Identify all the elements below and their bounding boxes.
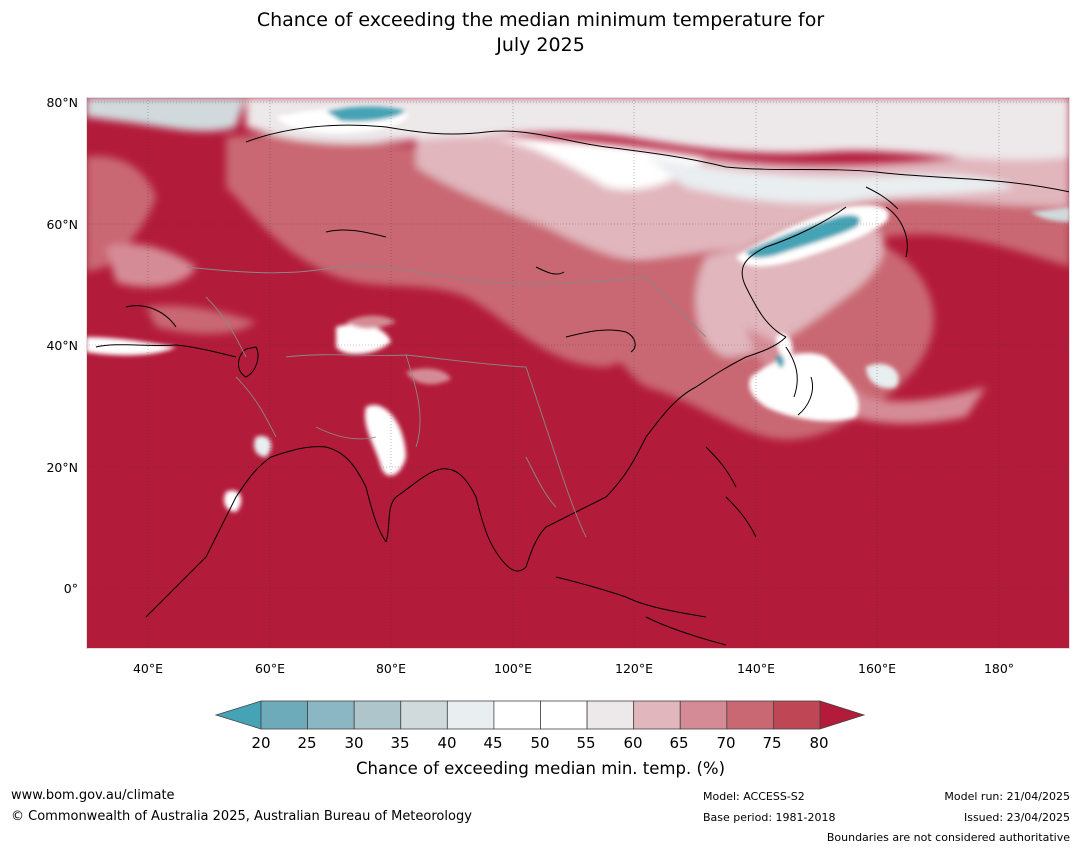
colorbar-upper-extension	[819, 700, 866, 730]
colorbar-tick-label: 30	[344, 734, 364, 752]
colorbar-cell	[493, 700, 541, 730]
colorbar-cell	[773, 700, 821, 730]
colorbar-cells	[260, 700, 821, 730]
near-median-pacific	[749, 333, 899, 422]
colorbar-lower-extension	[214, 700, 262, 730]
colorbar-cell	[540, 700, 588, 730]
model-text: Model: ACCESS-S2	[703, 790, 805, 803]
map-title: Chance of exceeding the median minimum t…	[0, 8, 1081, 58]
lat-label-20n: 20°N	[46, 460, 78, 475]
colorbar-tick-label: 70	[716, 734, 736, 752]
colorbar-tick-label: 25	[297, 734, 317, 752]
map-canvas	[86, 97, 1071, 649]
base-period-text: Base period: 1981-2018	[703, 811, 836, 824]
lon-label-80e: 80°E	[375, 661, 407, 676]
issued-text: Issued: 23/04/2025	[963, 811, 1070, 824]
lat-label-80n: 80°N	[46, 95, 78, 110]
colorbar-tick-label: 55	[576, 734, 596, 752]
lon-label-40e: 40°E	[132, 661, 164, 676]
europe-shading	[86, 156, 256, 334]
colorbar-tick-label: 40	[437, 734, 457, 752]
colorbar-cell	[400, 700, 448, 730]
graticule	[86, 97, 1070, 649]
lon-label-140e: 140°E	[736, 661, 776, 676]
lat-label-40n: 40°N	[46, 338, 78, 353]
colorbar-cell	[353, 700, 402, 730]
colorbar-cell	[726, 700, 774, 730]
near-median-asia	[86, 315, 451, 512]
lon-label-160e: 160°E	[857, 661, 897, 676]
website-link[interactable]: www.bom.gov.au/climate	[11, 788, 175, 803]
colorbar-title: Chance of exceeding median min. temp. (%…	[355, 759, 726, 778]
colorbar-tick-label: 20	[251, 734, 271, 752]
lon-label-100e: 100°E	[493, 661, 533, 676]
country-boundaries	[185, 265, 707, 538]
lon-label-180: 180°	[983, 661, 1015, 676]
below-median-arctic	[276, 106, 1070, 222]
colorbar-tick-label: 35	[390, 734, 410, 752]
colorbar-cell	[586, 700, 635, 730]
colorbar-tick-label: 65	[669, 734, 689, 752]
coastlines	[95, 124, 1071, 646]
colorbar-tick-label: 80	[809, 734, 829, 752]
lon-label-120e: 120°E	[614, 661, 654, 676]
model-run-text: Model run: 21/04/2025	[944, 790, 1070, 803]
disclaimer-text: Boundaries are not considered authoritat…	[826, 831, 1070, 844]
colorbar-tick-label: 60	[623, 734, 643, 752]
map-frame	[86, 97, 1070, 649]
colorbar-cell	[307, 700, 355, 730]
title-line-1: Chance of exceeding the median minimum t…	[256, 9, 825, 31]
lat-label-0: 0°	[63, 581, 78, 596]
colorbar-cell	[260, 700, 308, 730]
title-line-2: July 2025	[496, 34, 585, 56]
colorbar	[214, 700, 866, 730]
below-median-okhotsk	[736, 205, 889, 267]
colorbar-cell	[446, 700, 495, 730]
colorbar-tick-label: 50	[530, 734, 550, 752]
colorbar-tick-label: 75	[762, 734, 782, 752]
north-region-shading	[86, 97, 1070, 367]
copyright-text: © Commonwealth of Australia 2025, Austra…	[11, 809, 472, 824]
lat-label-60n: 60°N	[46, 217, 78, 232]
colorbar-cell	[633, 700, 681, 730]
colorbar-tick-label: 45	[483, 734, 503, 752]
probability-map	[86, 97, 1071, 649]
colorbar-cell	[679, 700, 728, 730]
lon-label-60e: 60°E	[254, 661, 286, 676]
